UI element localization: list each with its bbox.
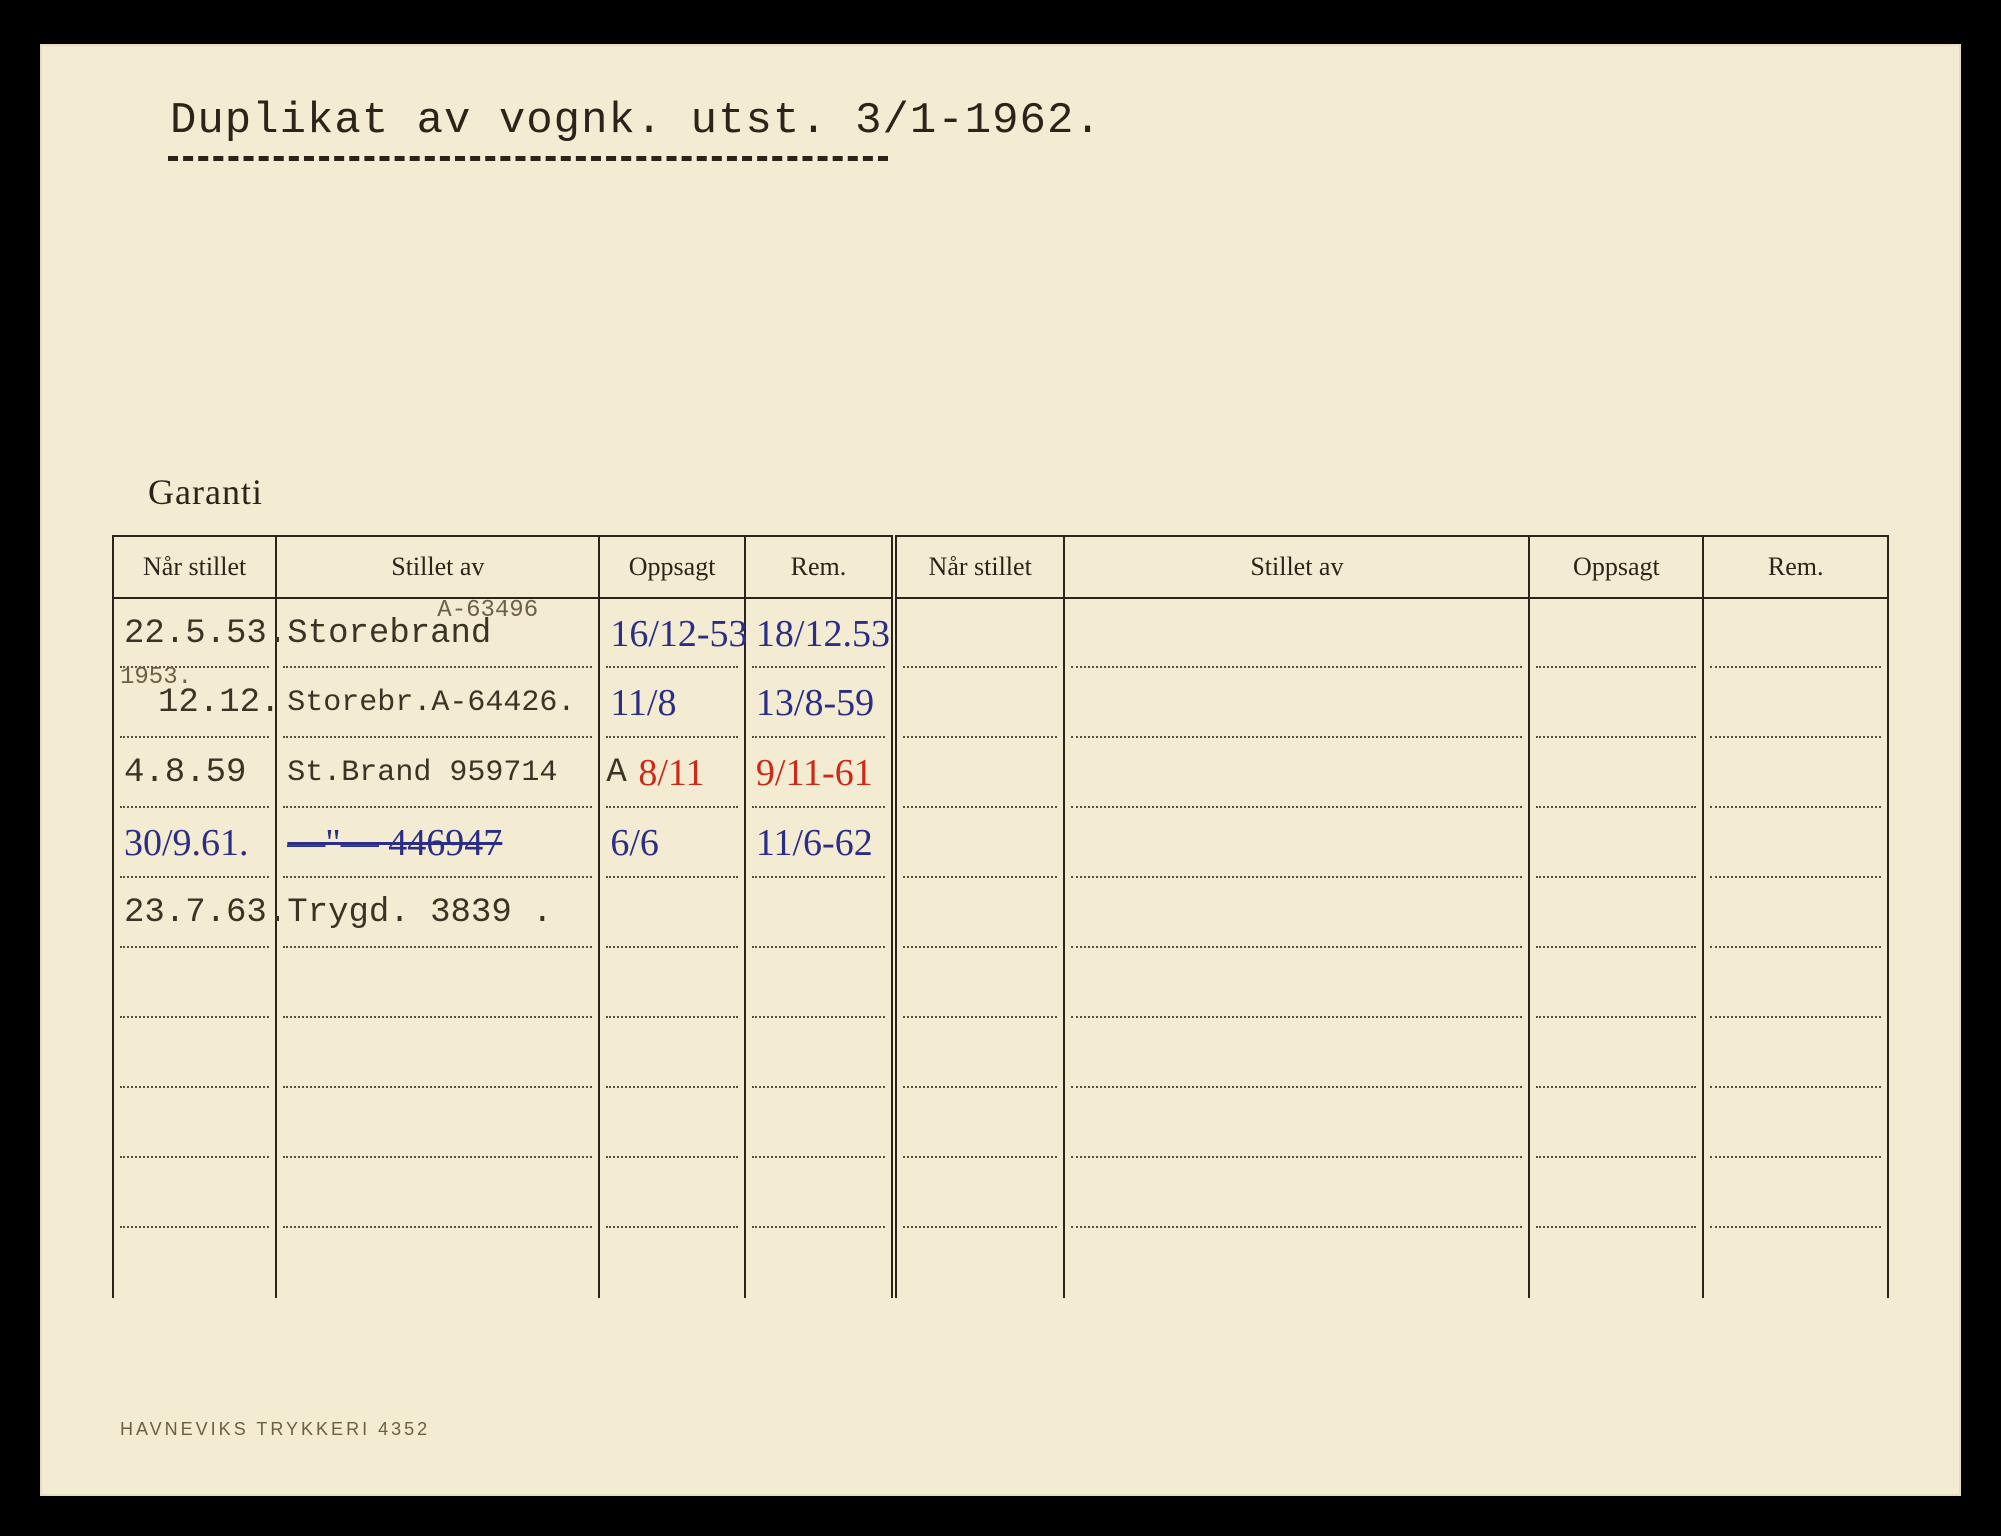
table-row: 23.7.63. Trygd. 3839 .: [113, 878, 1888, 948]
cell-oppsagt: 8/11: [638, 752, 704, 794]
table-row: 1953. 12.12. Storebr.A-64426. 11/8 13/8-…: [113, 668, 1888, 738]
cell-stillet: Storebr.A-64426.: [287, 686, 575, 720]
table-row: [113, 948, 1888, 1018]
cell-rem: 11/6-62: [756, 822, 873, 864]
cell-stillet: St.Brand 959714: [287, 756, 557, 790]
cell-nar: 23.7.63.: [124, 894, 287, 932]
guaranty-table: Når stillet Stillet av Oppsagt Rem. Når …: [112, 535, 1889, 1298]
col-oppsagt-right: Oppsagt: [1529, 536, 1703, 598]
header-row: Når stillet Stillet av Oppsagt Rem. Når …: [113, 536, 1888, 598]
table-row: [113, 1158, 1888, 1228]
col-nar-left: Når stillet: [113, 536, 276, 598]
cell-rem: 18/12.53: [756, 613, 890, 655]
index-card: Duplikat av vognk. utst. 3/1-1962. Garan…: [40, 44, 1961, 1496]
table-row: 4.8.59 St.Brand 959714 A 8/11 9/11-61: [113, 738, 1888, 808]
table-row: 22.5.53. A-63496 Storebrand 16/12-53 18/…: [113, 598, 1888, 668]
table-row: [113, 1228, 1888, 1298]
col-rem-left: Rem.: [745, 536, 894, 598]
cell-nar: 30/9.61.: [124, 822, 249, 864]
col-oppsagt-left: Oppsagt: [599, 536, 745, 598]
col-nar-right: Når stillet: [894, 536, 1064, 598]
col-rem-right: Rem.: [1703, 536, 1888, 598]
cell-oppsagt-prefix: A: [606, 754, 626, 792]
cell-oppsagt: 6/6: [610, 822, 659, 864]
cell-stillet-super: A-63496: [437, 597, 538, 624]
cell-oppsagt: 11/8: [610, 682, 676, 724]
printer-footer: HAVNEVIKS TRYKKERI 4352: [120, 1419, 430, 1440]
cell-stillet: Trygd. 3839 .: [287, 894, 552, 932]
table-row: [113, 1088, 1888, 1158]
page-frame: Duplikat av vognk. utst. 3/1-1962. Garan…: [0, 0, 2001, 1536]
cell-nar-super: 1953.: [120, 664, 192, 691]
cell-nar: 4.8.59: [124, 754, 246, 792]
cell-rem: 13/8-59: [756, 682, 874, 724]
table-row: 30/9.61. —"— 446947 6/6 11/6-62: [113, 808, 1888, 878]
cell-oppsagt: 16/12-53: [610, 613, 747, 655]
col-stillet-left: Stillet av: [276, 536, 599, 598]
table-row: [113, 1018, 1888, 1088]
table-body: 22.5.53. A-63496 Storebrand 16/12-53 18/…: [113, 598, 1888, 1298]
col-stillet-right: Stillet av: [1064, 536, 1529, 598]
cell-stillet: —"— 446947: [287, 822, 502, 864]
title: Duplikat av vognk. utst. 3/1-1962.: [170, 96, 1889, 146]
cell-rem: 9/11-61: [756, 752, 873, 794]
title-underline: [168, 156, 888, 161]
section-label: Garanti: [148, 471, 1889, 513]
cell-nar: 22.5.53.: [124, 615, 287, 653]
